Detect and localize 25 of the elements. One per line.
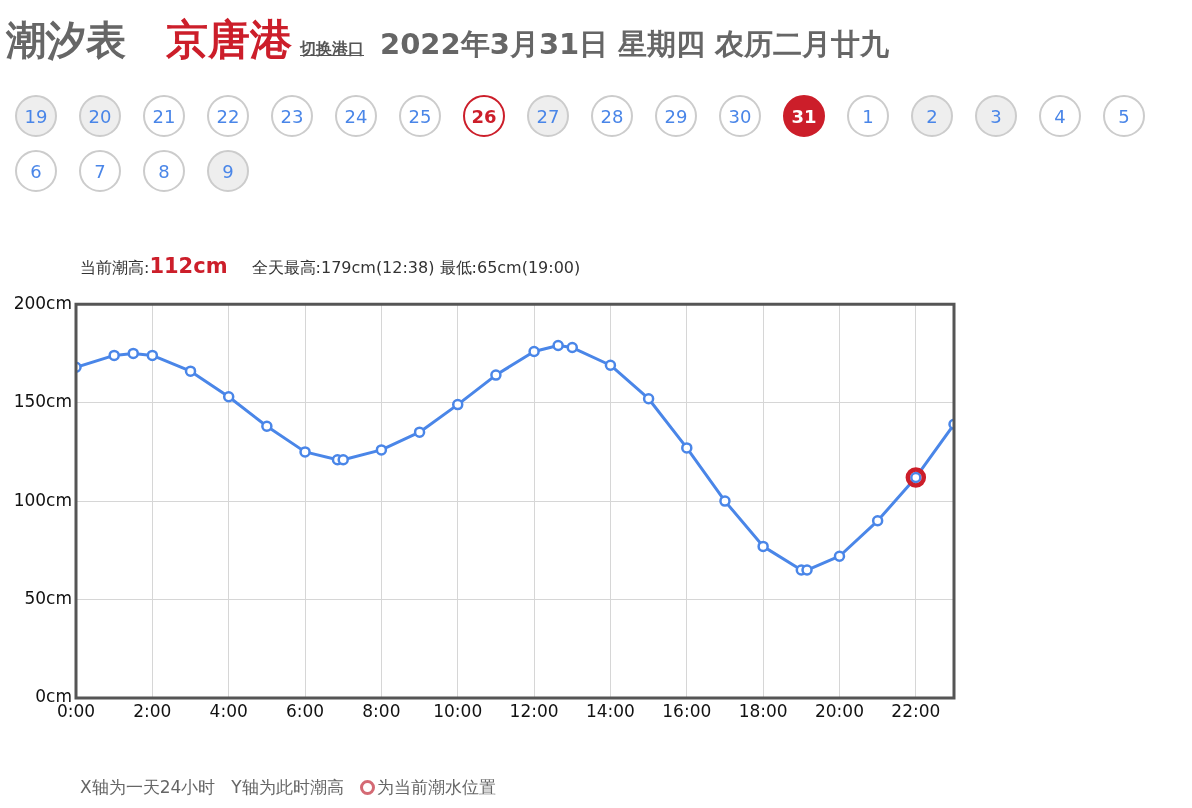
text: X轴为一天24小时: [80, 776, 216, 799]
x-tick-label: 6:00: [285, 700, 325, 721]
x-tick-label: 22:00: [891, 700, 941, 721]
text: 为当前潮水位置: [376, 776, 496, 799]
text: 全天最高:179cm(12:38) 最低:65cm(19:00): [251, 258, 581, 277]
text: Y轴为此时潮高: [231, 776, 344, 799]
x-tick-label: 20:00: [814, 700, 864, 721]
y-tick-label: 100cm: [13, 489, 72, 510]
x-tick-label: 12:00: [509, 700, 559, 721]
y-tick-label: 200cm: [13, 292, 72, 313]
x-tick-label: 16:00: [662, 700, 712, 721]
x-tick-label: 18:00: [738, 700, 788, 721]
text: 2022年3月31日 星期四 农历二月廿九: [380, 26, 890, 63]
chart-title: 潮汐表: [6, 16, 126, 65]
y-tick-label: 50cm: [24, 587, 72, 608]
text: 112cm: [149, 254, 228, 278]
x-tick-label: 10:00: [433, 700, 483, 721]
x-tick-label: 14:00: [585, 700, 635, 721]
x-tick-label: 8:00: [362, 700, 401, 721]
text: 当前潮高:: [80, 258, 150, 277]
x-tick-label: 4:00: [209, 700, 248, 721]
y-tick-label: 150cm: [13, 391, 72, 412]
chart-subtitle: 京唐港: [166, 14, 292, 66]
text: 切换港口: [300, 39, 364, 60]
x-tick-label: 2:00: [133, 700, 172, 721]
